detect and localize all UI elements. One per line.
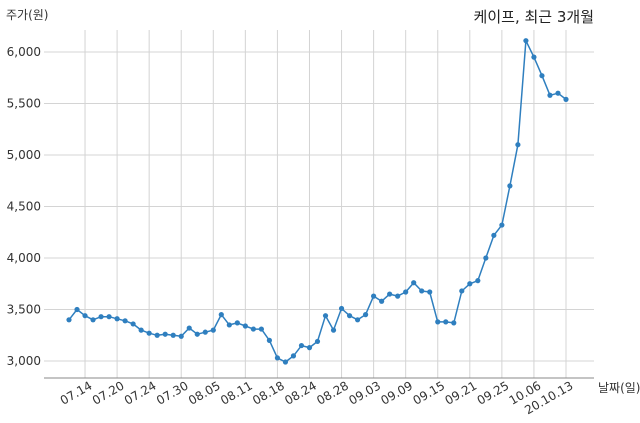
data-point — [467, 281, 473, 287]
data-point — [322, 313, 329, 319]
x-tick-label: 08.24 — [282, 378, 319, 407]
data-point — [202, 329, 208, 335]
data-point — [194, 331, 200, 337]
data-point — [451, 320, 457, 326]
x-tick-label: 09.03 — [346, 378, 383, 407]
data-point — [162, 331, 168, 337]
data-point — [306, 345, 313, 351]
data-point — [346, 313, 353, 319]
data-point — [555, 90, 561, 96]
y-tick-label: 4,000 — [7, 251, 41, 265]
data-point — [459, 288, 465, 294]
data-point — [475, 278, 481, 284]
data-point — [178, 333, 184, 339]
data-point — [186, 325, 192, 331]
x-tick-label: 08.18 — [250, 378, 287, 407]
data-point — [515, 142, 521, 148]
data-point — [122, 318, 128, 324]
series-line — [68, 39, 567, 363]
data-point — [106, 314, 112, 320]
data-point — [226, 322, 232, 328]
x-tick-label: 08.11 — [218, 378, 255, 407]
data-point — [354, 317, 361, 323]
data-point — [298, 342, 305, 349]
data-point — [154, 332, 160, 338]
data-point — [330, 327, 337, 333]
data-point — [403, 289, 409, 295]
x-tick-label: 09.15 — [410, 378, 447, 407]
data-point — [82, 313, 88, 319]
data-point — [507, 183, 513, 189]
data-point — [290, 353, 297, 359]
x-axis-label: 날짜(일) — [598, 381, 640, 395]
y-tick-label: 3,500 — [7, 303, 41, 317]
data-point — [387, 291, 393, 297]
x-tick-label: 09.09 — [378, 378, 415, 407]
data-point — [411, 280, 417, 286]
data-point — [523, 38, 529, 44]
data-point — [234, 320, 240, 326]
data-point — [531, 54, 537, 60]
chart-title: 케이프, 최근 3개월 — [474, 8, 594, 26]
data-point — [443, 319, 449, 325]
grid-layer — [44, 30, 594, 378]
data-point — [563, 96, 569, 102]
data-point — [114, 316, 120, 322]
data-point — [419, 288, 425, 294]
data-point — [338, 305, 345, 312]
data-point — [210, 327, 216, 333]
x-tick-label: 08.28 — [314, 378, 351, 407]
data-point — [483, 255, 489, 261]
data-point — [242, 323, 248, 329]
data-point — [427, 289, 433, 295]
data-point — [539, 73, 545, 79]
data-point — [90, 317, 96, 323]
x-tick-label: 07.24 — [122, 378, 159, 407]
series-point-layer — [66, 38, 569, 365]
series-line-layer — [68, 39, 567, 363]
x-tick-label: 07.14 — [58, 378, 95, 407]
x-tick-label: 08.05 — [186, 378, 223, 407]
y-axis-label: 주가(원) — [6, 8, 48, 22]
x-tick-label: 09.25 — [475, 378, 512, 407]
data-point — [547, 92, 553, 98]
x-tick-label: 07.30 — [154, 378, 191, 407]
data-point — [274, 355, 281, 361]
data-point — [258, 326, 264, 332]
data-point — [146, 330, 152, 336]
y-tick-label: 6,000 — [7, 45, 41, 59]
data-point — [435, 319, 441, 325]
y-tick-label: 5,500 — [7, 97, 41, 111]
data-point — [66, 317, 72, 323]
data-point — [74, 306, 80, 313]
data-point — [362, 312, 369, 318]
data-point — [314, 338, 321, 345]
x-tick-label: 09.21 — [443, 378, 480, 407]
data-point — [282, 359, 289, 365]
data-point — [98, 314, 104, 320]
y-tick-label: 5,000 — [7, 148, 41, 162]
data-point — [138, 327, 144, 333]
data-point — [170, 332, 176, 338]
data-point — [491, 232, 497, 238]
data-point — [499, 222, 505, 228]
data-point — [266, 337, 273, 343]
y-tick-label: 4,500 — [7, 200, 41, 214]
data-point — [218, 312, 224, 318]
data-point — [250, 326, 256, 332]
data-point — [395, 293, 401, 299]
data-point — [130, 321, 136, 327]
x-tick-label: 07.20 — [90, 378, 127, 407]
data-point — [371, 293, 377, 299]
data-point — [379, 298, 385, 304]
y-tick-label: 3,000 — [7, 354, 41, 368]
